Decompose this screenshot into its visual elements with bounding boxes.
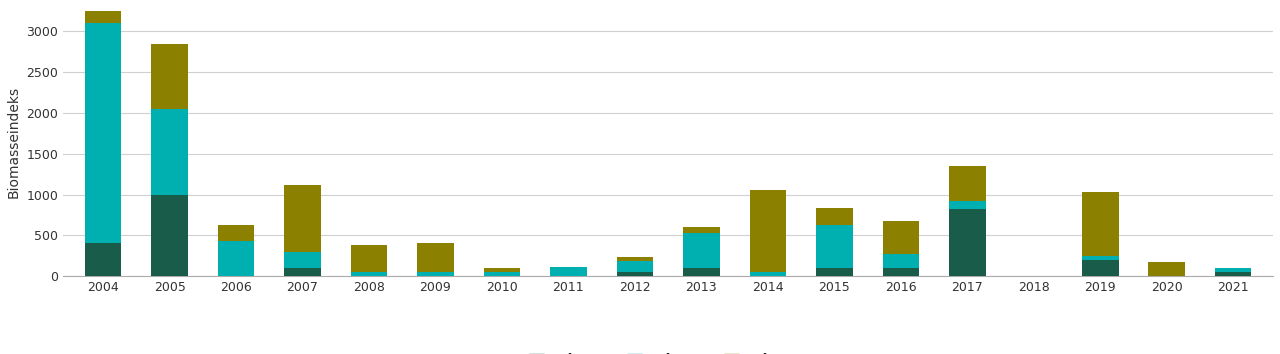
Bar bbox=[750, 272, 786, 276]
Bar bbox=[617, 262, 653, 272]
Bar bbox=[750, 190, 786, 272]
Bar bbox=[151, 44, 188, 109]
Bar bbox=[284, 185, 321, 252]
Bar bbox=[617, 272, 653, 276]
Bar bbox=[1215, 268, 1252, 272]
Bar bbox=[351, 272, 388, 276]
Bar bbox=[1082, 192, 1119, 256]
Bar bbox=[684, 233, 719, 268]
Bar bbox=[84, 23, 122, 244]
Bar bbox=[1082, 260, 1119, 276]
Bar bbox=[817, 268, 852, 276]
Bar bbox=[684, 268, 719, 276]
Bar bbox=[284, 252, 321, 268]
Bar bbox=[882, 268, 919, 276]
Bar bbox=[882, 222, 919, 254]
Bar bbox=[550, 267, 586, 276]
Bar bbox=[948, 166, 986, 201]
Bar bbox=[684, 227, 719, 233]
Bar bbox=[284, 268, 321, 276]
Bar bbox=[1215, 272, 1252, 276]
Bar bbox=[1082, 256, 1119, 260]
Legend: 1-åringer, 2-åringer, 3-åringer: 1-åringer, 2-åringer, 3-åringer bbox=[525, 348, 812, 354]
Bar bbox=[817, 209, 852, 225]
Bar bbox=[151, 109, 188, 195]
Bar bbox=[84, 11, 122, 23]
Bar bbox=[417, 272, 454, 276]
Bar bbox=[218, 241, 255, 276]
Bar bbox=[417, 244, 454, 272]
Bar bbox=[84, 244, 122, 276]
Bar bbox=[484, 272, 520, 276]
Bar bbox=[948, 209, 986, 276]
Bar bbox=[948, 201, 986, 209]
Bar bbox=[617, 257, 653, 262]
Bar bbox=[484, 268, 520, 272]
Y-axis label: Biomasseindeks: Biomasseindeks bbox=[6, 85, 20, 198]
Bar bbox=[817, 225, 852, 268]
Bar bbox=[151, 195, 188, 276]
Bar bbox=[351, 245, 388, 272]
Bar bbox=[1148, 262, 1185, 276]
Bar bbox=[882, 254, 919, 268]
Bar bbox=[218, 225, 255, 241]
